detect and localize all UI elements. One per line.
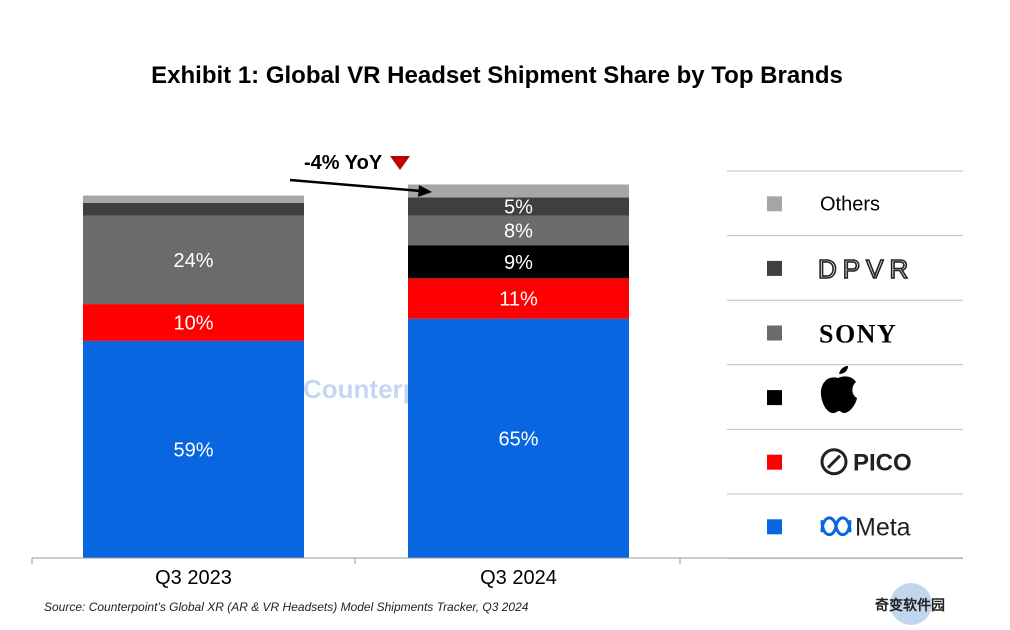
meta-infinity-icon: [820, 516, 852, 537]
pico-label: PICO: [853, 450, 912, 477]
meta-label: Meta: [855, 513, 911, 541]
legend-label-others: Others: [820, 193, 880, 215]
legend-swatch-sony: [767, 325, 782, 341]
bar-segment-others: [83, 195, 304, 203]
bar-segment-meta: [408, 318, 629, 558]
segment-labels: 59% 10% 24% 65% 11% 9% 8%5%: [173, 197, 538, 462]
pico-ring-icon: [820, 448, 848, 476]
category-label: Q3 2024: [480, 567, 557, 589]
bar-segment-meta: [83, 340, 304, 558]
source-note: Source: Counterpoint’s Global XR (AR & V…: [44, 600, 529, 614]
bar-segment-sony: [408, 215, 629, 246]
pico-slash-icon: [826, 454, 842, 469]
sony-logo: SONY: [819, 320, 897, 349]
bar-segment-pico: [83, 304, 304, 341]
pico-logo: PICO: [820, 448, 912, 477]
yoy-text: -4% YoY: [304, 152, 383, 174]
corner-logo-text: 奇变软件园: [875, 597, 945, 614]
data-label: 24%: [173, 250, 213, 272]
arrow-head-icon: [418, 185, 432, 197]
data-label: 11%: [499, 289, 538, 311]
apple-leaf: [839, 366, 848, 374]
down-triangle-icon: [390, 156, 410, 170]
bar-segment-apple: [408, 245, 629, 279]
data-label: 59%: [173, 439, 213, 461]
legend-swatch-pico: [767, 454, 782, 470]
yoy-annotation: -4% YoY: [289, 152, 432, 197]
bar-segment-pico: [408, 278, 629, 319]
legend-swatch-meta: [767, 519, 782, 535]
corner-logo: 奇变软件园: [875, 583, 945, 625]
bar-segment-others: [408, 184, 629, 198]
data-label: 65%: [498, 428, 538, 450]
chart-title: Exhibit 1: Global VR Headset Shipment Sh…: [151, 62, 843, 89]
bar-segment-dpvr: [408, 197, 629, 216]
legend-swatch-dpvr: [767, 260, 782, 276]
bar-segment-dpvr: [83, 202, 304, 216]
x-axis-labels: Q3 2023 Q3 2024: [155, 567, 557, 589]
data-label: 8%: [504, 220, 533, 242]
data-label: 5%: [504, 197, 533, 219]
corner-logo-icon: [890, 583, 932, 625]
bar-segment-sony: [83, 215, 304, 305]
meta-logo: Meta: [820, 513, 911, 541]
apple-icon: [820, 366, 857, 414]
category-label: Q3 2023: [155, 567, 232, 589]
dpvr-logo: DPVR: [818, 254, 914, 284]
legend-swatch-apple: [767, 390, 782, 406]
legend-swatch-others: [767, 196, 782, 212]
data-label: 10%: [173, 312, 213, 334]
yoy-arrow-line: [289, 178, 422, 193]
bars: [83, 184, 629, 558]
legend: Others DPVR SONY PICO Meta: [727, 170, 963, 560]
apple-body: [820, 376, 857, 414]
data-label: 9%: [504, 252, 533, 274]
